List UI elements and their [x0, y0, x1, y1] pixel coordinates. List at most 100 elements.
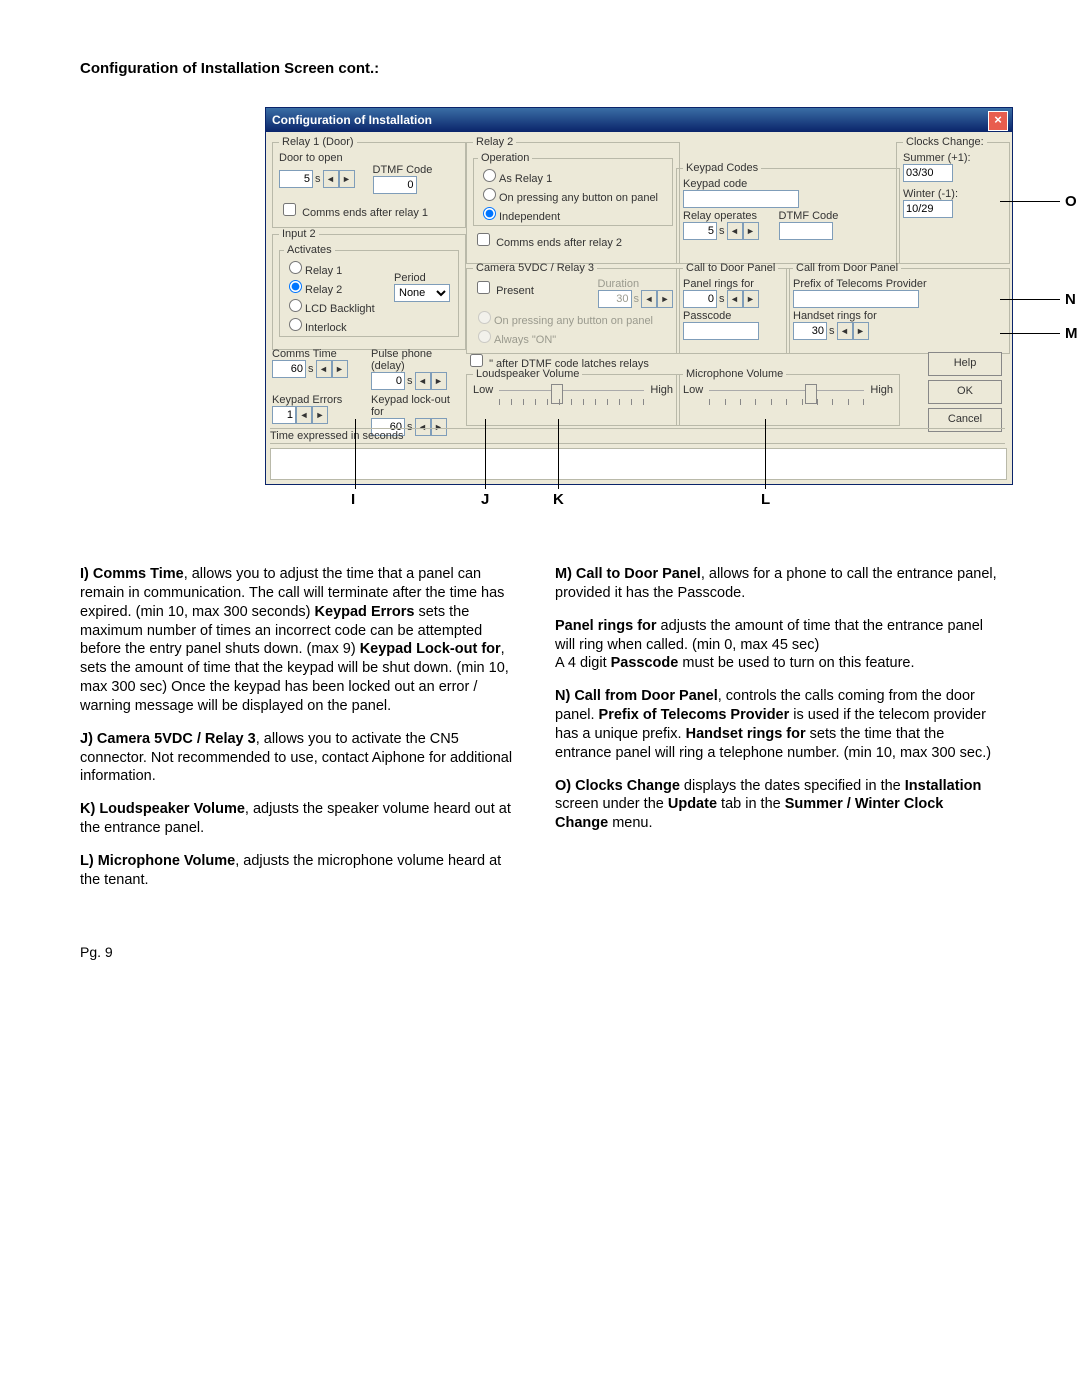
arrow-left-icon[interactable]: ◄ [727, 290, 743, 308]
after-dtmf-checkbox[interactable] [470, 354, 483, 367]
keypad-dtmf-input[interactable] [779, 222, 833, 240]
callout-K: K [553, 491, 564, 508]
call-to-door-group: Call to Door Panel Panel rings for s ◄ ►… [676, 262, 790, 354]
txt: must be used to turn on this feature. [678, 655, 914, 671]
passcode-input[interactable] [683, 322, 759, 340]
txt: Keypad Lock-out for [360, 641, 501, 657]
txt: menu. [608, 815, 652, 831]
right-column: M) Call to Door Panel, allows for a phon… [555, 565, 1000, 904]
pulse-label: Pulse phone (delay) [371, 348, 460, 372]
passcode-label: Passcode [683, 310, 783, 322]
call-to-legend: Call to Door Panel [683, 262, 778, 274]
r2-independent-radio[interactable] [483, 207, 496, 220]
txt: J) Camera 5VDC / Relay 3 [80, 731, 256, 747]
close-icon[interactable]: × [988, 111, 1008, 131]
arrow-right-icon[interactable]: ► [339, 170, 355, 188]
comms-ends-relay1-checkbox[interactable] [283, 203, 296, 216]
call-from-door-group: Call from Door Panel Prefix of Telecoms … [786, 262, 1010, 354]
door-open-input[interactable] [279, 170, 313, 188]
activates-relay1-radio[interactable] [289, 261, 302, 274]
microphone-slider[interactable] [709, 384, 864, 396]
loudspeaker-slider[interactable] [499, 384, 644, 396]
pulse-input[interactable] [371, 372, 405, 390]
dtmf-label: DTMF Code [373, 164, 433, 176]
txt: Prefix of Telecoms Provider [599, 707, 790, 723]
loud-low-label: Low [473, 384, 493, 396]
r2-asrelay1-radio[interactable] [483, 169, 496, 182]
keypad-code-label: Keypad code [683, 178, 893, 190]
comms-time-label: Comms Time [272, 348, 361, 360]
unit-s: s [829, 325, 835, 337]
r2-asrelay1-label: As Relay 1 [499, 173, 552, 185]
winter-input[interactable] [903, 200, 953, 218]
arrow-left-icon[interactable]: ◄ [296, 406, 312, 424]
arrow-right-icon[interactable]: ► [743, 290, 759, 308]
keypad-codes-group: Keypad Codes Keypad code Relay operates … [676, 162, 900, 264]
txt: displays the dates specified in the [680, 778, 905, 794]
arrow-right-icon[interactable]: ► [332, 360, 348, 378]
relay1-group: Relay 1 (Door) Door to open s ◄ ► DTMF C… [272, 136, 466, 228]
clocks-legend: Clocks Change: [903, 136, 987, 148]
txt: Panel rings for [555, 618, 657, 634]
duration-label: Duration [598, 278, 640, 290]
present-checkbox[interactable] [477, 281, 490, 294]
relay2-legend: Relay 2 [473, 136, 516, 148]
txt: Update [668, 796, 717, 812]
txt: Installation [905, 778, 982, 794]
txt: L) Microphone Volume [80, 853, 235, 869]
comms-ends-relay2-checkbox[interactable] [477, 233, 490, 246]
callout-J: J [481, 491, 489, 508]
activates-relay2-radio[interactable] [289, 280, 302, 293]
arrow-right-icon[interactable]: ► [312, 406, 328, 424]
arrow-left-icon[interactable]: ◄ [323, 170, 339, 188]
prefix-input[interactable] [793, 290, 919, 308]
comms-time-input[interactable] [272, 360, 306, 378]
handset-rings-input[interactable] [793, 322, 827, 340]
microphone-legend: Microphone Volume [683, 368, 786, 380]
panel-rings-input[interactable] [683, 290, 717, 308]
camera-onpress-label: On pressing any button on panel [494, 315, 653, 327]
dtmf-input[interactable] [373, 176, 417, 194]
present-label: Present [496, 285, 534, 297]
left-column: I) Comms Time, allows you to adjust the … [80, 565, 525, 904]
arrow-left-icon[interactable]: ◄ [837, 322, 853, 340]
r2-onpress-label: On pressing any button on panel [499, 192, 658, 204]
page-number: Pg. 9 [80, 944, 1000, 960]
unit-s: s [407, 375, 413, 387]
arrow-left-icon[interactable]: ◄ [727, 222, 743, 240]
keypad-code-input[interactable] [683, 190, 799, 208]
comms-ends-relay2-label: Comms ends after relay 2 [496, 237, 622, 249]
summer-input[interactable] [903, 164, 953, 182]
window-titlebar: Configuration of Installation × [266, 108, 1012, 132]
arrow-left-icon[interactable]: ◄ [316, 360, 332, 378]
period-select[interactable]: None [394, 284, 450, 302]
loudspeaker-group: Loudspeaker Volume Low High [466, 368, 680, 426]
help-button[interactable]: Help [928, 352, 1002, 376]
camera-always-label: Always "ON" [494, 334, 556, 346]
relay2-op-legend: Operation [478, 152, 532, 164]
activates-interlock-radio[interactable] [289, 318, 302, 331]
mic-high-label: High [870, 384, 893, 396]
input2-legend: Input 2 [279, 228, 319, 240]
txt: O) Clocks Change [555, 778, 680, 794]
callout-O: O [1065, 193, 1077, 210]
keypad-codes-legend: Keypad Codes [683, 162, 761, 174]
summer-label: Summer (+1): [903, 152, 1003, 164]
txt: Keypad Errors [315, 604, 415, 620]
unit-s: s [308, 363, 314, 375]
r2-onpress-radio[interactable] [483, 188, 496, 201]
clocks-group: Clocks Change: Summer (+1): Winter (-1): [896, 136, 1010, 264]
arrow-left-icon[interactable]: ◄ [415, 372, 431, 390]
ok-button[interactable]: OK [928, 380, 1002, 404]
arrow-right-icon[interactable]: ► [853, 322, 869, 340]
activates-lcd-radio[interactable] [289, 299, 302, 312]
comms-ends-relay1-label: Comms ends after relay 1 [302, 207, 428, 219]
arrow-right-icon[interactable]: ► [431, 372, 447, 390]
keypad-errors-input[interactable] [272, 406, 296, 424]
arrow-right-icon[interactable]: ► [743, 222, 759, 240]
relay-operates-input[interactable] [683, 222, 717, 240]
time-note: Time expressed in seconds [270, 428, 1005, 444]
relay2-group: Relay 2 Operation As Relay 1 On pressing… [466, 136, 680, 264]
txt: Handset rings for [686, 726, 806, 742]
activates-relay2-label: Relay 2 [305, 284, 342, 296]
